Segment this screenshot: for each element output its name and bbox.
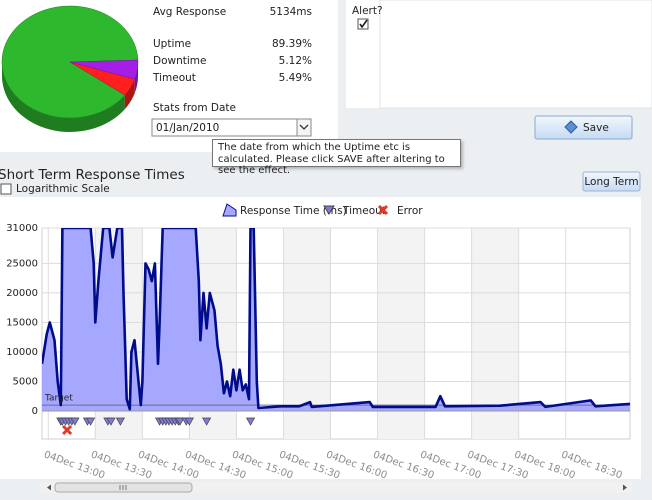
legend-label: Error — [397, 205, 423, 217]
legend-area-icon — [222, 203, 237, 217]
pie-side — [124, 79, 135, 110]
pie-slice — [69, 59, 139, 80]
long-term-label[interactable]: Long Term — [584, 176, 638, 188]
timeout-marker — [175, 417, 185, 426]
y-tick-label: 5000 — [13, 376, 38, 387]
save-button[interactable] — [534, 115, 633, 140]
y-tick-label: 25000 — [6, 258, 38, 269]
alert-label: Alert? — [352, 5, 383, 17]
legend-label: Response Time (ms) — [240, 205, 347, 217]
stat-value: 89.39% — [272, 38, 312, 50]
legend-label: Timeout — [342, 205, 386, 217]
target-label: Target — [44, 394, 73, 404]
log-scale-checkbox[interactable] — [0, 183, 12, 195]
y-tick-label: 15000 — [6, 317, 38, 328]
plot-clip — [42, 228, 630, 411]
pie-side — [134, 62, 138, 94]
timeout-marker — [86, 417, 96, 426]
save-label[interactable]: Save — [583, 122, 609, 134]
timeout-marker — [245, 417, 256, 426]
scroll-left[interactable] — [47, 484, 51, 491]
error-marker — [62, 424, 73, 436]
scrollbar-track[interactable] — [40, 482, 632, 493]
stat-value: 5.12% — [279, 55, 312, 67]
date-value[interactable]: 01/Jan/2010 — [156, 122, 219, 134]
tooltip: The date from which the Uptime etc is ca… — [212, 139, 461, 176]
log-scale-label: Logarithmic Scale — [16, 183, 110, 195]
stats-from-label: Stats from Date — [153, 102, 236, 114]
y-tick-label: 10000 — [6, 347, 38, 358]
avg-response-label: Avg Response — [153, 6, 226, 18]
y-tick-label: 0 — [32, 406, 38, 417]
alert-checkbox[interactable] — [357, 18, 369, 30]
timeout-marker — [115, 417, 126, 426]
stat-label: Uptime — [153, 38, 191, 50]
stat-label: Downtime — [153, 55, 206, 67]
legend-error-icon — [377, 204, 389, 216]
scroll-right[interactable] — [623, 484, 627, 491]
dropdown-arrow — [299, 124, 309, 130]
long-term-button[interactable] — [582, 171, 641, 192]
timeout-marker — [70, 417, 80, 426]
line — [42, 228, 630, 411]
y-tick-label: 31000 — [6, 223, 38, 234]
legend-timeout-icon — [323, 205, 335, 215]
alert-box — [379, 0, 652, 109]
stat-value: 5.49% — [279, 72, 312, 84]
timeout-marker — [106, 417, 116, 426]
chart-title: Short Term Response Times — [0, 167, 185, 183]
timeout-marker — [202, 417, 212, 426]
area — [42, 228, 630, 411]
y-tick-label: 20000 — [6, 288, 38, 299]
date-dropdown[interactable] — [296, 118, 312, 137]
timeout-marker — [184, 417, 194, 426]
check-mark — [359, 19, 368, 29]
scroll-grip — [119, 485, 127, 490]
avg-response-value: 5134ms — [270, 6, 312, 18]
stat-label: Timeout — [152, 72, 196, 84]
save-icon — [564, 120, 578, 134]
